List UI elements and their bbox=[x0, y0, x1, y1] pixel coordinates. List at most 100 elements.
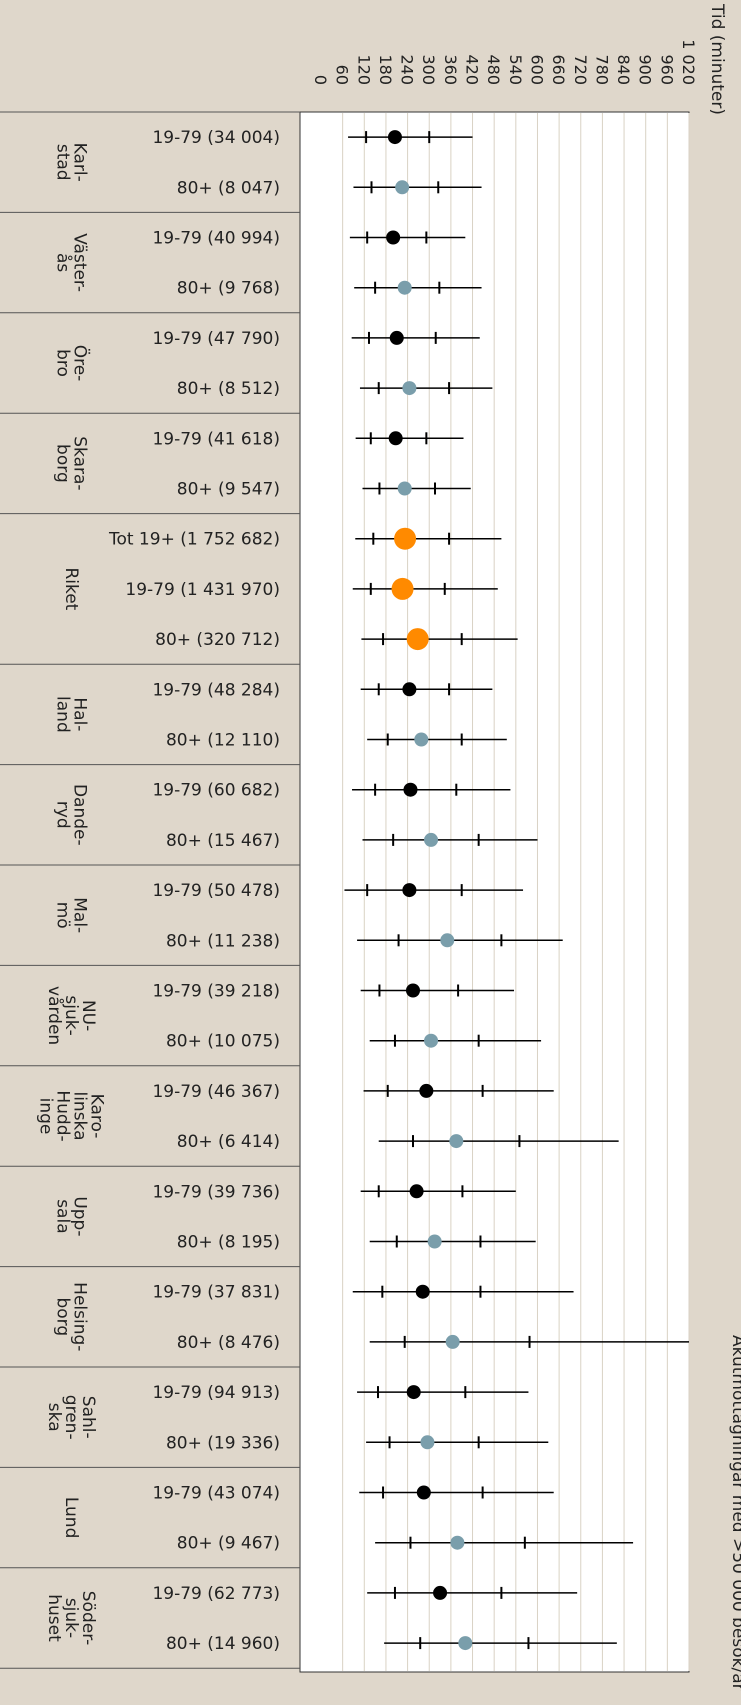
row-label: 19-79 (60 682) bbox=[152, 781, 280, 801]
row-label: 19-79 (40 994) bbox=[152, 229, 280, 249]
group-label: Lund bbox=[61, 1497, 81, 1539]
row-label: 80+ (14 960) bbox=[166, 1634, 280, 1654]
tick-label: 480 bbox=[484, 54, 503, 85]
median-point bbox=[403, 783, 417, 797]
median-point bbox=[398, 281, 412, 295]
median-point bbox=[416, 1285, 430, 1299]
median-point bbox=[410, 1184, 424, 1198]
tick-label: 900 bbox=[636, 54, 655, 85]
row-label: 80+ (8 476) bbox=[177, 1333, 280, 1353]
row-label: 80+ (8 047) bbox=[177, 178, 280, 198]
tick-label: 840 bbox=[614, 54, 633, 85]
tick-label: 960 bbox=[657, 54, 676, 85]
row-label: 80+ (8 512) bbox=[177, 379, 280, 399]
row-label: 19-79 (39 218) bbox=[152, 982, 280, 1002]
row-label: 80+ (11 238) bbox=[166, 931, 280, 951]
median-point bbox=[414, 733, 428, 747]
row-label: 19-79 (43 074) bbox=[152, 1484, 280, 1504]
y-axis-title: Tid (minuter) bbox=[707, 3, 727, 115]
group-label: Sahl-gren-ska bbox=[44, 1395, 98, 1440]
group-labels: Karl-stad Väster-ås Öre-bro Skara-borg Riket… bbox=[36, 143, 107, 1646]
tick-label: 60 bbox=[333, 65, 352, 85]
group-label: Karo-linskaHudd-inge bbox=[36, 1090, 107, 1141]
tick-label: 1 020 bbox=[679, 39, 698, 85]
group-label: Skara-borg bbox=[53, 436, 90, 490]
median-point bbox=[424, 1034, 438, 1048]
row-label: 19-79 (62 773) bbox=[152, 1584, 280, 1604]
median-point bbox=[386, 231, 400, 245]
median-point bbox=[424, 833, 438, 847]
row-label: 80+ (9 467) bbox=[177, 1534, 280, 1554]
tick-label: 780 bbox=[592, 54, 611, 85]
group-label: Söder-sjuk-huset bbox=[44, 1591, 98, 1645]
row-label: 19-79 (1 431 970) bbox=[125, 580, 280, 600]
row-label: 19-79 (50 478) bbox=[152, 881, 280, 901]
median-point bbox=[458, 1636, 472, 1650]
median-point bbox=[433, 1586, 447, 1600]
row-label: 19-79 (46 367) bbox=[152, 1082, 280, 1102]
tick-label: 720 bbox=[571, 54, 590, 85]
median-point bbox=[406, 984, 420, 998]
row-label: Tot 19+ (1 752 682) bbox=[108, 530, 280, 550]
row-label: 80+ (9 768) bbox=[177, 279, 280, 299]
median-point bbox=[398, 482, 412, 496]
median-point bbox=[450, 1536, 464, 1550]
row-label: 80+ (8 195) bbox=[177, 1233, 280, 1253]
median-point bbox=[407, 1385, 421, 1399]
group-label: Karl-stad bbox=[53, 143, 90, 182]
tick-label: 360 bbox=[441, 54, 460, 85]
tick-label: 420 bbox=[463, 54, 482, 85]
median-point bbox=[419, 1084, 433, 1098]
row-label: 80+ (15 467) bbox=[166, 831, 280, 851]
median-point bbox=[390, 331, 404, 345]
row-label: 80+ (12 110) bbox=[166, 731, 280, 751]
median-point bbox=[449, 1134, 463, 1148]
row-label: 80+ (19 336) bbox=[166, 1433, 280, 1453]
chart-title: Akutmottagningar med >50 000 besök/år bbox=[728, 1335, 741, 1691]
median-point bbox=[402, 381, 416, 395]
row-label: 80+ (10 075) bbox=[166, 1032, 280, 1052]
row-label: 19-79 (39 736) bbox=[152, 1182, 280, 1202]
median-point bbox=[420, 1435, 434, 1449]
median-point bbox=[388, 130, 402, 144]
row-label: 19-79 (94 913) bbox=[152, 1383, 280, 1403]
row-label: 19-79 (34 004) bbox=[152, 128, 280, 148]
median-point bbox=[392, 578, 414, 600]
median-point bbox=[417, 1486, 431, 1500]
group-label: Väster-ås bbox=[53, 233, 90, 292]
group-label: Mal-mö bbox=[53, 897, 90, 933]
group-label: Öre-bro bbox=[53, 345, 92, 382]
tick-label: 600 bbox=[527, 54, 546, 85]
median-point bbox=[389, 431, 403, 445]
tick-label: 0 bbox=[311, 75, 330, 85]
median-point bbox=[402, 883, 416, 897]
tick-label: 240 bbox=[398, 54, 417, 85]
row-label: 19-79 (48 284) bbox=[152, 680, 280, 700]
median-point bbox=[440, 933, 454, 947]
median-point bbox=[395, 180, 409, 194]
group-label: Dande-ryd bbox=[53, 784, 90, 846]
tick-label: 660 bbox=[549, 54, 568, 85]
median-point bbox=[428, 1235, 442, 1249]
row-label: 80+ (9 547) bbox=[177, 480, 280, 500]
y-axis-tick-labels: 0 60 120 180 240 300 360 420 480 540 600 660 720 780 8… bbox=[311, 39, 698, 85]
median-point bbox=[407, 628, 429, 650]
group-label: Hal-land bbox=[53, 696, 90, 733]
group-label: Helsing-borg bbox=[53, 1282, 90, 1351]
row-label: 19-79 (47 790) bbox=[152, 329, 280, 349]
tick-label: 120 bbox=[354, 54, 373, 85]
group-label: NU-sjuk-vården bbox=[44, 986, 98, 1045]
tick-label: 540 bbox=[506, 54, 525, 85]
group-label: Upp-sala bbox=[53, 1196, 90, 1236]
tick-label: 300 bbox=[419, 54, 438, 85]
row-label: 80+ (320 712) bbox=[155, 630, 280, 650]
median-point bbox=[394, 528, 416, 550]
group-label: Riket bbox=[61, 567, 81, 610]
row-labels: 19-79 (34 004) 80+ (8 047) 19-79 (40 994) 8… bbox=[108, 128, 280, 1654]
row-label: 19-79 (37 831) bbox=[152, 1283, 280, 1303]
median-point bbox=[402, 682, 416, 696]
median-point bbox=[446, 1335, 460, 1349]
row-label: 19-79 (41 618) bbox=[152, 429, 280, 449]
tick-label: 180 bbox=[376, 54, 395, 85]
